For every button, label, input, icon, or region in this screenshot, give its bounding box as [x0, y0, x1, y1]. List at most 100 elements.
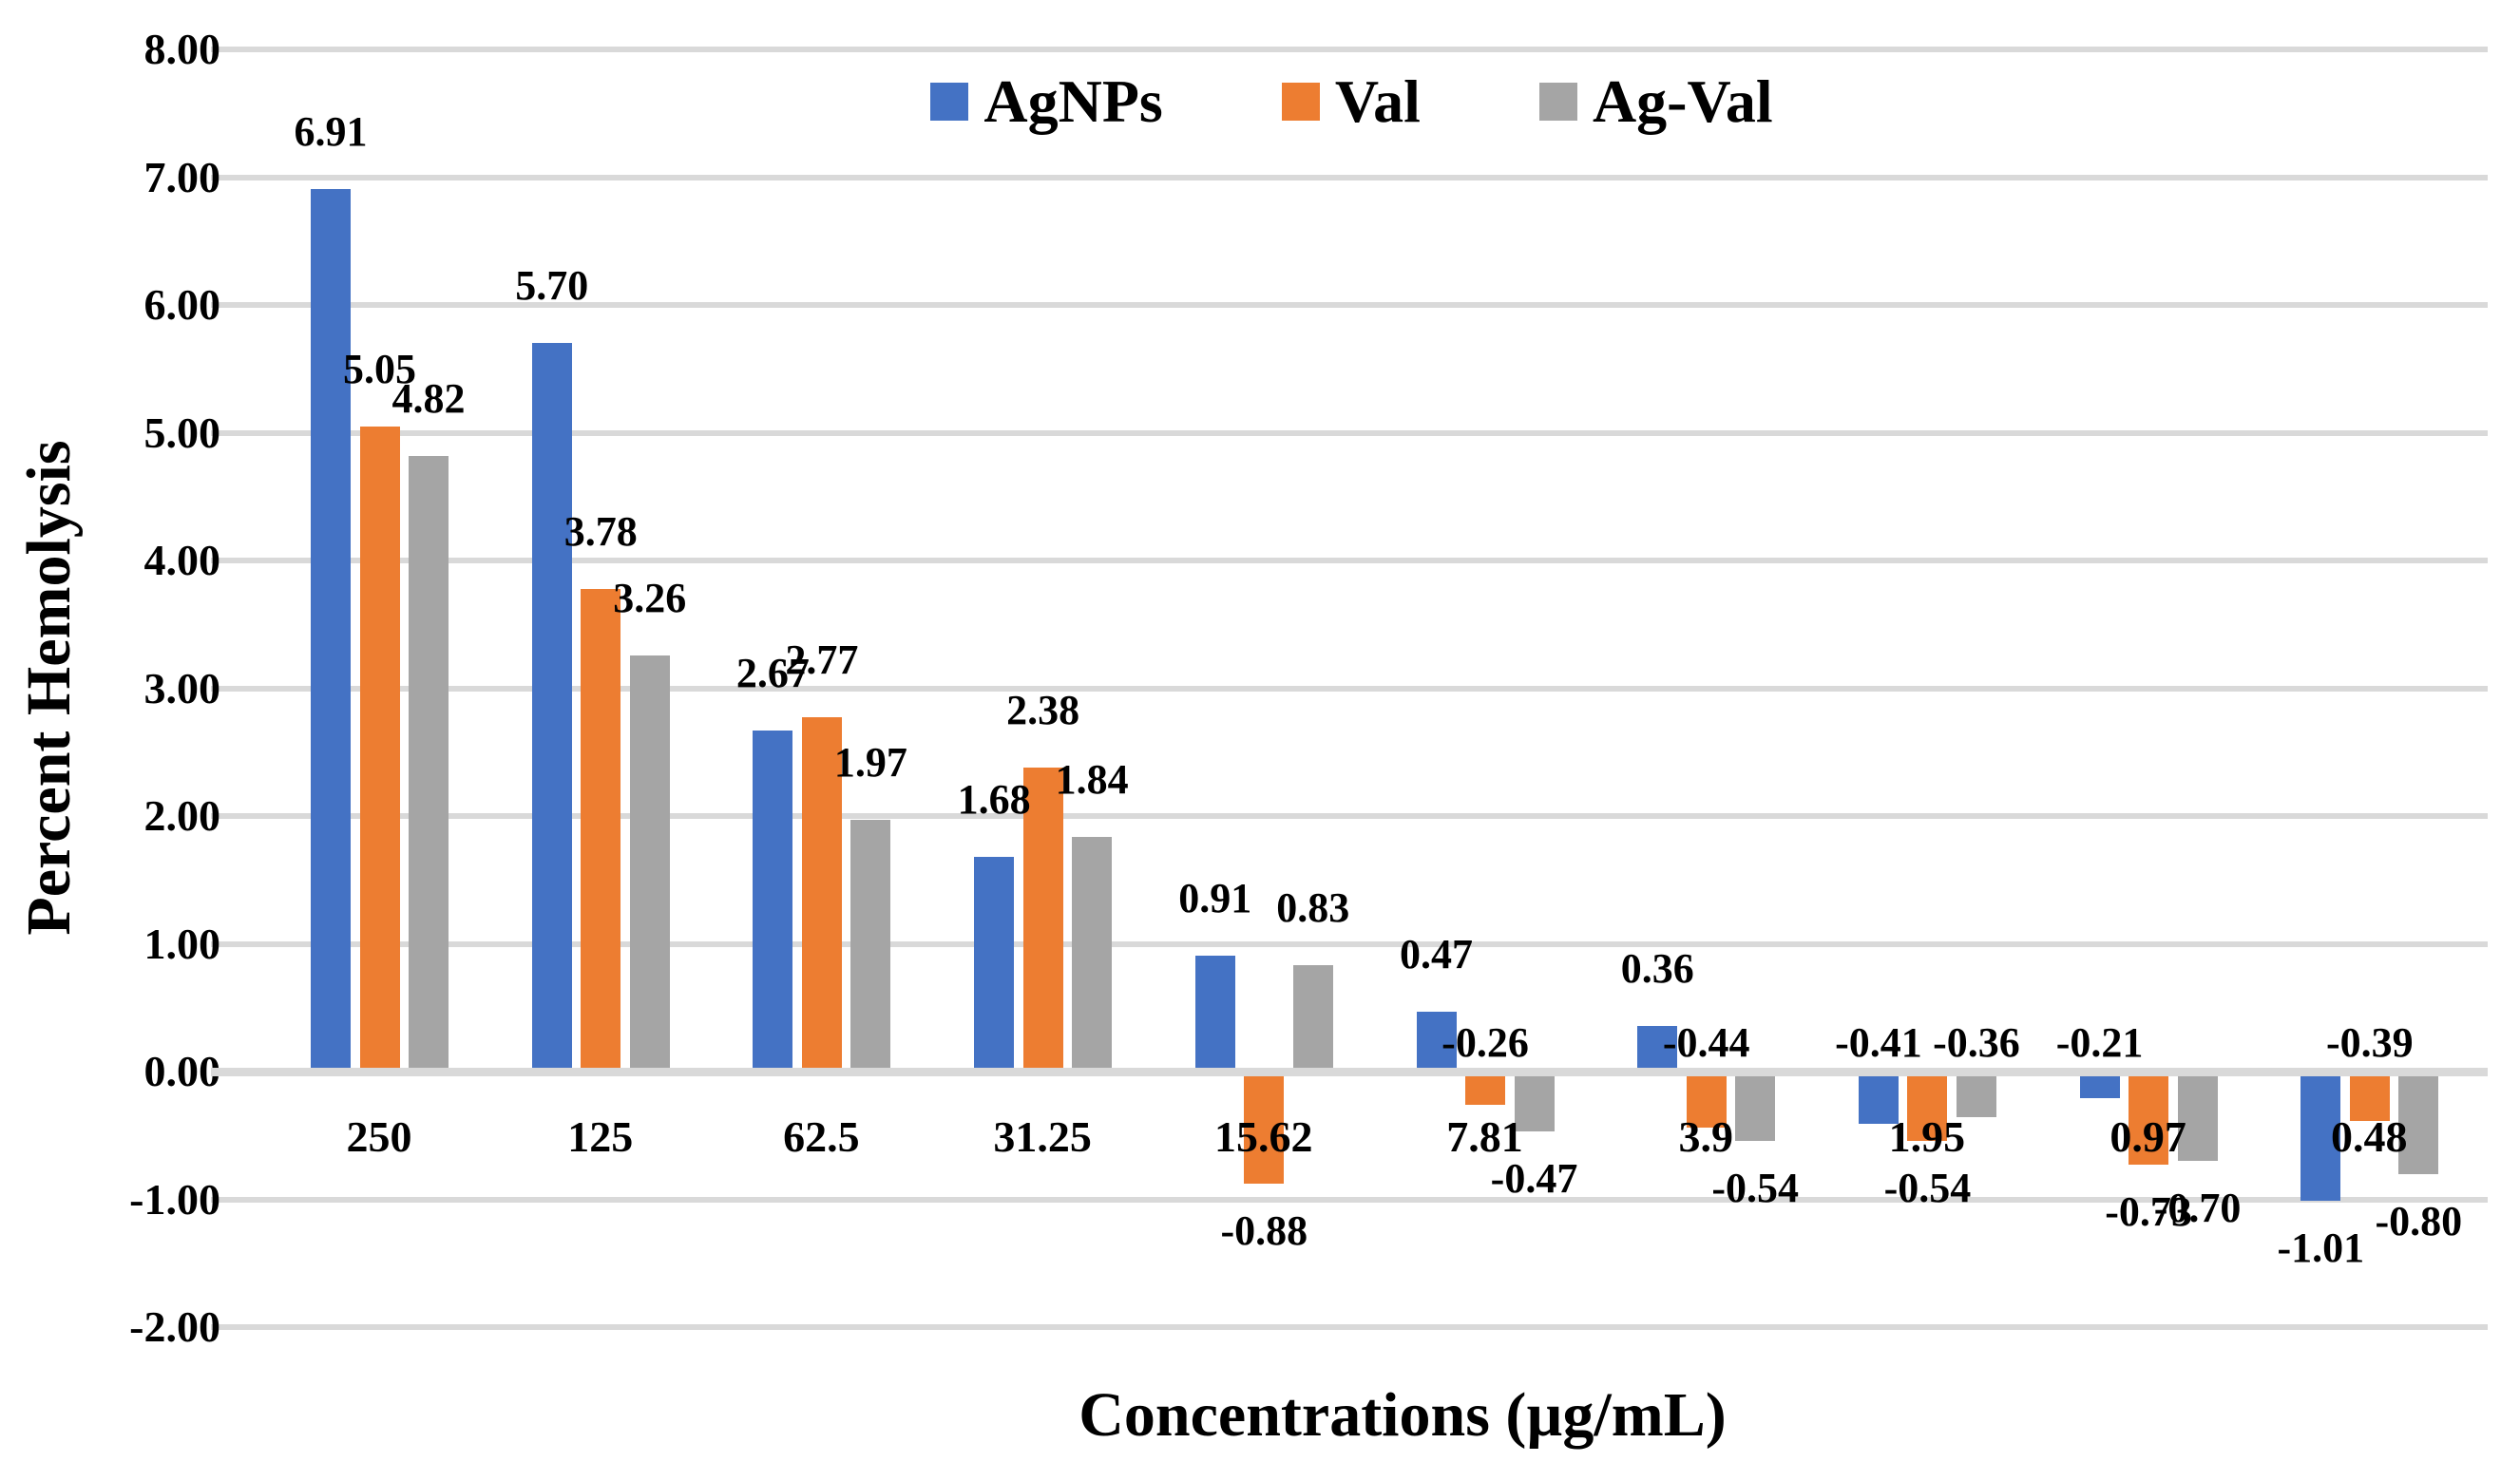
x-category-label: 0.97	[2110, 1112, 2186, 1161]
gridline	[211, 302, 2488, 308]
x-category-label: 31.25	[993, 1112, 1092, 1161]
legend-item-ag-val: Ag-Val	[1538, 67, 1773, 135]
bar-agnps-0.97	[2079, 1072, 2120, 1099]
y-axis-tick-label: 2.00	[143, 791, 221, 840]
y-axis-tick-label: 3.00	[143, 663, 221, 712]
bar-value-label: 3.78	[563, 507, 638, 555]
bar-value-label: -0.36	[1933, 1019, 2020, 1066]
bar-ag-val-1.95	[1956, 1072, 1996, 1118]
bar-value-label: 1.84	[1055, 755, 1129, 803]
bar-val-3.9	[1686, 1072, 1727, 1129]
gridline	[211, 940, 2488, 947]
gridline	[211, 558, 2488, 563]
bar-ag-val-125	[629, 655, 670, 1072]
gridline	[211, 429, 2488, 436]
bar-ag-val-0.97	[2177, 1072, 2218, 1162]
bar-value-label: -0.70	[2153, 1185, 2242, 1232]
legend-marker-val	[1281, 83, 1320, 121]
bar-value-label: -0.26	[1441, 1019, 1529, 1066]
bar-value-label: -0.47	[1490, 1155, 1578, 1203]
x-category-label: 3.9	[1678, 1112, 1733, 1161]
bar-ag-val-62.5	[850, 820, 891, 1072]
bar-ag-val-3.9	[1735, 1072, 1776, 1141]
bar-val-0.48	[2349, 1072, 2390, 1122]
bar-val-31.25	[1022, 767, 1063, 1072]
bar-value-label: -0.41	[1835, 1019, 1922, 1066]
bar-agnps-250	[311, 188, 351, 1072]
gridline	[211, 47, 2488, 52]
bar-val-125	[581, 588, 621, 1072]
y-axis-tick-label: -2.00	[129, 1302, 220, 1351]
gridline	[211, 813, 2488, 819]
bar-value-label: -1.01	[2277, 1224, 2365, 1271]
bar-value-label: 2.77	[785, 636, 859, 684]
bar-value-label: 2.67	[735, 649, 810, 696]
bar-val-62.5	[801, 717, 842, 1072]
y-axis-tick-label: 1.00	[143, 919, 221, 968]
bar-ag-val-0.48	[2398, 1072, 2439, 1174]
bar-value-label: 0.91	[1178, 874, 1252, 921]
bar-value-label: 1.97	[833, 739, 907, 787]
bar-value-label: -0.73	[2105, 1188, 2192, 1236]
bar-val-250	[359, 426, 400, 1072]
y-axis-tick-label: 7.00	[143, 152, 221, 201]
gridline	[211, 1324, 2488, 1330]
bar-value-label: 6.91	[294, 107, 368, 155]
chart-legend: AgNPs Val Ag-Val	[214, 68, 2490, 135]
bar-agnps-7.81	[1416, 1011, 1457, 1072]
bar-agnps-31.25	[974, 857, 1015, 1072]
bar-value-label: 5.05	[343, 345, 416, 392]
legend-label: AgNPs	[983, 67, 1163, 135]
x-category-label: 125	[567, 1112, 634, 1161]
gridline	[211, 685, 2488, 692]
bar-ag-val-7.81	[1514, 1072, 1555, 1132]
bar-value-label: -0.80	[2375, 1197, 2463, 1244]
bar-ag-val-31.25	[1072, 836, 1113, 1072]
legend-label: Ag-Val	[1592, 67, 1773, 135]
bar-val-1.95	[1907, 1072, 1948, 1141]
x-axis-title: Concentrations (µg/mL)	[1079, 1380, 1727, 1450]
legend-marker-agnps	[930, 83, 969, 121]
bar-value-label: 0.36	[1620, 944, 1694, 992]
bar-value-label: -0.44	[1662, 1019, 1750, 1066]
bar-value-label: 0.47	[1400, 930, 1473, 978]
bar-value-label: -0.54	[1711, 1164, 1800, 1211]
legend-marker-ag-val	[1538, 83, 1577, 121]
bar-value-label: 2.38	[1006, 686, 1080, 733]
bar-ag-val-15.62	[1292, 965, 1333, 1072]
bar-agnps-125	[531, 343, 572, 1072]
bar-value-label: -0.39	[2325, 1019, 2414, 1066]
bar-agnps-62.5	[753, 730, 793, 1072]
bar-ag-val-250	[409, 455, 449, 1072]
gridline	[211, 174, 2488, 180]
x-category-label: 15.62	[1214, 1112, 1313, 1161]
x-category-label: 7.81	[1446, 1112, 1523, 1161]
y-axis-tick-label: 0.00	[143, 1047, 221, 1095]
y-axis-tick-label: 6.00	[143, 280, 221, 329]
y-axis-title: Percent Hemolysis	[14, 440, 84, 936]
zero-axis-line	[211, 1067, 2488, 1076]
y-axis-tick-label: 4.00	[143, 536, 221, 584]
bar-value-label: -0.54	[1883, 1164, 1972, 1211]
bar-value-label: 5.70	[515, 262, 589, 310]
bar-val-15.62	[1244, 1072, 1285, 1185]
bar-value-label: 0.83	[1276, 884, 1350, 932]
bar-value-label: 3.26	[613, 574, 687, 621]
bar-agnps-0.48	[2300, 1072, 2341, 1201]
bar-value-label: -0.88	[1220, 1207, 1308, 1255]
x-category-label: 0.48	[2331, 1112, 2408, 1161]
bar-value-label: 1.68	[957, 776, 1031, 824]
bar-agnps-3.9	[1637, 1025, 1678, 1072]
x-category-label: 250	[346, 1112, 412, 1161]
bar-val-0.97	[2129, 1072, 2169, 1166]
x-category-label: 62.5	[783, 1112, 860, 1161]
bar-value-label: 4.82	[391, 374, 466, 422]
x-category-label: 1.95	[1888, 1112, 1966, 1161]
y-axis-tick-label: 8.00	[143, 25, 221, 73]
y-axis-tick-label: -1.00	[129, 1174, 220, 1224]
gridline	[211, 1196, 2488, 1203]
legend-item-val: Val	[1281, 68, 1421, 135]
bar-agnps-1.95	[1858, 1072, 1899, 1125]
y-axis-tick-label: 5.00	[143, 408, 221, 457]
